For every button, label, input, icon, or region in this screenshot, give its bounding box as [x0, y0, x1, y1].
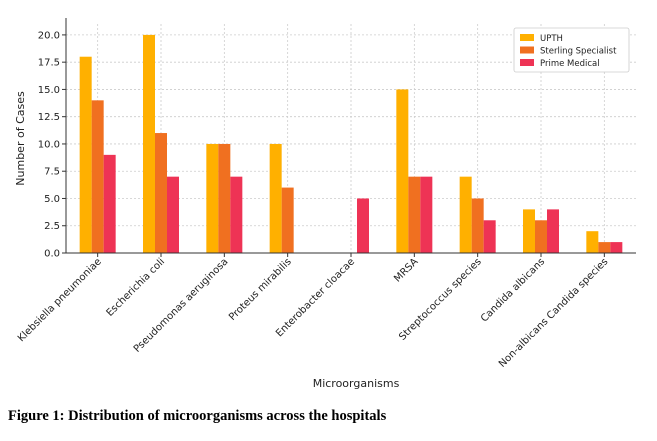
y-tick-label: 10.0 [38, 139, 60, 150]
bar [230, 176, 243, 253]
bar [586, 231, 599, 253]
legend-box [513, 27, 630, 73]
y-tick-label: 2.5 [44, 221, 60, 232]
y-tick-labels: 0.0 2.5 5.0 7.5 10.0 12.5 15.0 17.5 20.0 [38, 30, 60, 259]
bars [79, 34, 623, 254]
bar [420, 176, 433, 253]
bar [167, 176, 179, 253]
y-tick-label: 5.0 [44, 194, 60, 205]
x-tick-label: Non-albicans Candida species [497, 256, 611, 370]
bar [535, 220, 547, 253]
y-axis-label: Number of Cases [14, 91, 27, 186]
bar [471, 198, 484, 253]
x-tick-labels: Klebsiella pneumoniae Escherichia coliPse… [16, 256, 611, 370]
bar [206, 143, 219, 253]
bar [218, 143, 231, 253]
legend-swatch [520, 46, 534, 54]
bar [598, 242, 611, 253]
legend: UPTH Sterling Specialist Prime Medical [513, 27, 630, 73]
bar [357, 198, 369, 253]
bar [143, 34, 155, 254]
bar [91, 100, 104, 253]
legend-swatch [520, 34, 534, 41]
bar [408, 176, 421, 253]
x-tick-label: Klebsiella pneumoniae [16, 256, 104, 344]
bar [79, 56, 92, 253]
axes [62, 18, 636, 257]
bar [396, 89, 409, 253]
y-tick-label: 0.0 [44, 249, 60, 260]
bar [610, 242, 623, 253]
bar [483, 220, 496, 253]
bar [155, 133, 167, 253]
x-tick-label: Escherichia coli [105, 256, 168, 319]
y-tick-label: 15.0 [38, 85, 60, 96]
bar [269, 143, 282, 253]
bar [459, 176, 472, 253]
y-tick-label: 20.0 [38, 30, 60, 41]
figure-caption: Figure 1: Distribution of microorganisms… [8, 408, 387, 424]
legend-label: Prime Medical [540, 59, 600, 69]
x-tick-label: Proteus mirabilis [227, 256, 294, 323]
legend-swatch [520, 59, 534, 66]
x-axis-label: Microorganisms [313, 377, 400, 390]
bar [523, 209, 535, 253]
x-tick-label: MRSA [392, 256, 420, 284]
x-tick-label: Candida albicans [479, 256, 547, 324]
bar [281, 187, 294, 253]
legend-label: UPTH [540, 34, 563, 44]
bar [103, 154, 116, 253]
y-tick-label: 7.5 [44, 167, 60, 178]
legend-label: Sterling Specialist [540, 47, 617, 57]
bar [547, 209, 559, 253]
y-tick-label: 12.5 [38, 112, 60, 123]
y-tick-label: 17.5 [38, 58, 60, 69]
